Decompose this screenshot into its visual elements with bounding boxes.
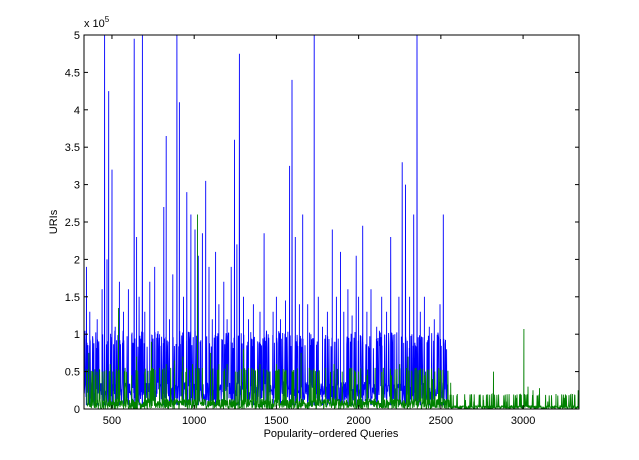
y-tick-label: 4 bbox=[74, 105, 80, 117]
y-tick-label: 0 bbox=[74, 404, 80, 416]
x-tick-label: 1500 bbox=[264, 415, 288, 427]
y-tick-label: 4.5 bbox=[65, 67, 80, 79]
y-tick-label: 2 bbox=[74, 254, 80, 266]
ticks-layer: 500 1000 1500 2000 2500 3000 0 0.5 1 1.5 2 2.5 3 3.5 4… bbox=[65, 30, 579, 427]
y-tick-label: 1.5 bbox=[65, 292, 80, 304]
y-tick-label: 2.5 bbox=[65, 217, 80, 229]
y-multiplier: x 105 bbox=[84, 15, 110, 30]
x-tick-label: 2500 bbox=[429, 415, 453, 427]
y-axis-label: URIs bbox=[48, 209, 60, 234]
y-tick-label: 5 bbox=[74, 30, 80, 42]
y-tick-label: 3.5 bbox=[65, 142, 80, 154]
series-layer bbox=[84, 35, 579, 409]
y-multiplier-base: x 10 bbox=[84, 18, 105, 30]
y-tick-label: 1 bbox=[74, 329, 80, 341]
series-line-2 bbox=[86, 214, 579, 409]
x-tick-label: 3000 bbox=[511, 415, 535, 427]
y-tick-label: 0.5 bbox=[65, 367, 80, 379]
x-tick-label: 1000 bbox=[182, 415, 206, 427]
y-tick-label: 3 bbox=[74, 180, 80, 192]
x-axis-label: Popularity−ordered Queries bbox=[264, 428, 399, 440]
x-tick-label: 2000 bbox=[346, 415, 370, 427]
y-multiplier-exponent: 5 bbox=[105, 15, 110, 24]
x-tick-label: 500 bbox=[103, 415, 121, 427]
